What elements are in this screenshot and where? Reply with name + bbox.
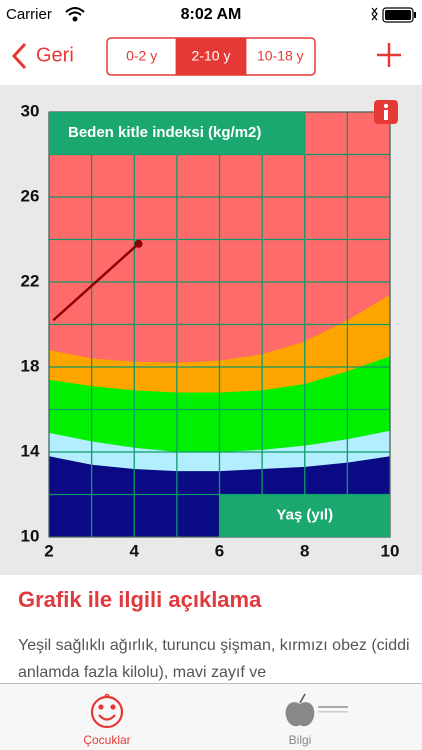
tab-bar bbox=[0, 683, 422, 750]
wifi-icon bbox=[65, 7, 85, 22]
carrier: Carrier bbox=[6, 6, 52, 23]
apple-icon[interactable] bbox=[285, 693, 348, 727]
y-tick-label: 22 bbox=[21, 271, 40, 290]
back-button[interactable]: Geri bbox=[11, 42, 74, 70]
back-label[interactable]: Geri bbox=[36, 44, 74, 66]
x-tick-label: 4 bbox=[130, 541, 140, 560]
measurement-line bbox=[52, 242, 140, 322]
smiley-icon[interactable] bbox=[90, 693, 124, 729]
segment-label[interactable]: 2-10 y bbox=[192, 48, 231, 64]
y-tick-label: 26 bbox=[21, 186, 40, 205]
battery-icon bbox=[371, 7, 416, 23]
tab-label[interactable]: Çocuklar bbox=[83, 733, 130, 747]
y-tick-label: 10 bbox=[21, 526, 40, 545]
tab-label[interactable]: Bilgi bbox=[289, 733, 312, 747]
x-tick-label: 10 bbox=[381, 541, 400, 560]
description-title: Grafik ile ilgili açıklama bbox=[18, 587, 262, 612]
segmented-control: 0-2 y 2-10 y 10-18 y bbox=[106, 37, 316, 76]
time: 8:02 AM bbox=[181, 6, 242, 23]
x-tick-label: 8 bbox=[300, 541, 309, 560]
segment-label[interactable]: 10-18 y bbox=[257, 48, 304, 64]
x-axis-label: Yaş (yıl) bbox=[276, 507, 333, 524]
x-tick-label: 2 bbox=[44, 541, 53, 560]
x-tick-label: 6 bbox=[215, 541, 224, 560]
plot: 10 14 18 22 26 30 2 4 6 8 10 Beden kitle indeksi (k… bbox=[21, 101, 400, 560]
y-tick-label: 18 bbox=[21, 356, 40, 375]
x-label-box bbox=[219, 494, 390, 537]
segment-label[interactable]: 0-2 y bbox=[126, 48, 157, 64]
segment-selected[interactable] bbox=[176, 38, 246, 75]
y-tick-label: 30 bbox=[21, 101, 40, 120]
y-label-box bbox=[49, 112, 305, 155]
info-button[interactable] bbox=[374, 100, 398, 124]
y-tick-label: 14 bbox=[21, 441, 40, 460]
add-button[interactable] bbox=[377, 43, 401, 67]
description-text: Yeşil sağlıklı ağırlık, turuncu şişman, … bbox=[18, 637, 410, 681]
y-axis-label: Beden kitle indeksi (kg/m2) bbox=[68, 124, 261, 141]
measurement-point bbox=[134, 239, 143, 248]
